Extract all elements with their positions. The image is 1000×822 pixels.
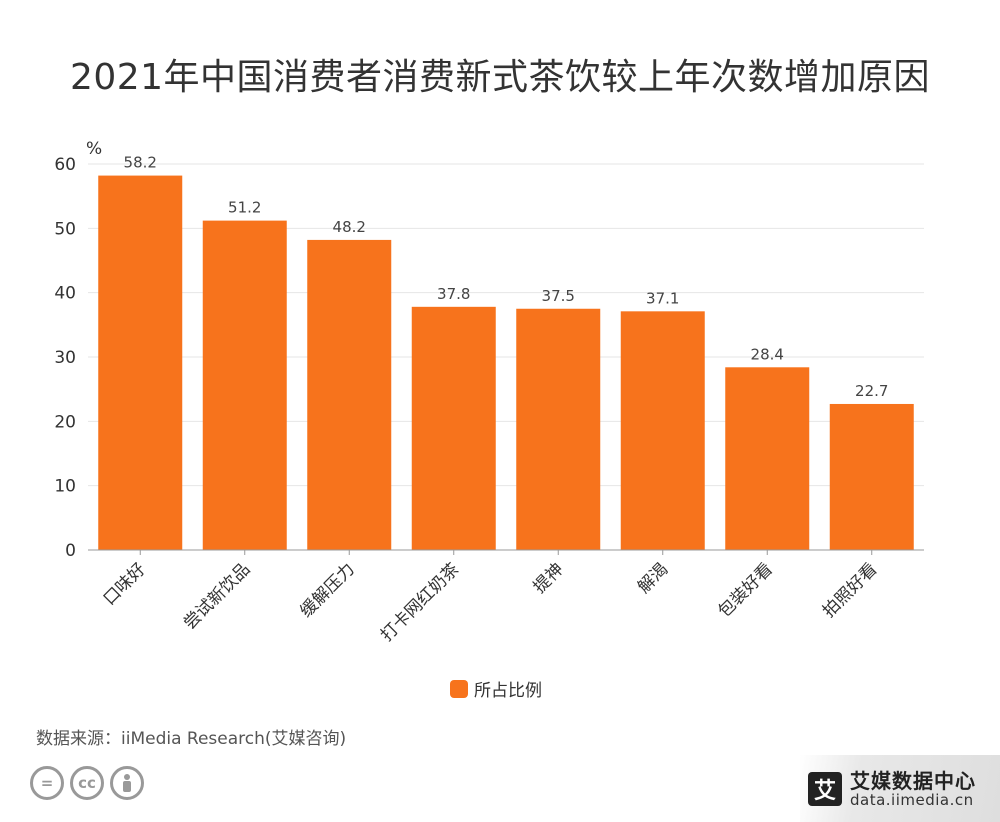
x-tick-label: 解渴 — [634, 559, 672, 597]
data-label: 37.8 — [437, 285, 470, 303]
x-tick-label: 口味好 — [100, 559, 150, 609]
brand-logo-block: 艾 艾媒数据中心 data.iimedia.cn — [808, 770, 976, 809]
equals-icon: = — [30, 766, 64, 800]
data-label: 48.2 — [333, 218, 366, 236]
bar[interactable] — [829, 403, 914, 550]
x-tick-label: 打卡网红奶茶 — [377, 559, 463, 645]
legend-label: 所占比例 — [474, 681, 542, 701]
data-label: 58.2 — [124, 154, 157, 172]
data-source: 数据来源：iiMedia Research(艾媒咨询) — [36, 729, 347, 749]
bar[interactable] — [307, 239, 392, 550]
y-tick-label: 0 — [65, 541, 76, 561]
x-tick-label: 拍照好看 — [819, 559, 881, 621]
x-tick-label: 尝试新饮品 — [180, 559, 254, 633]
y-tick-label: 50 — [54, 219, 76, 239]
x-tick-label: 缓解压力 — [297, 559, 359, 621]
iimedia-logo-icon: 艾 — [808, 772, 842, 807]
data-label: 37.1 — [646, 289, 679, 307]
bar[interactable] — [202, 220, 287, 550]
y-tick-label: 40 — [54, 284, 76, 304]
data-label: 22.7 — [855, 382, 888, 400]
y-tick-label: 20 — [54, 412, 76, 432]
brand-url: data.iimedia.cn — [850, 791, 974, 809]
legend[interactable]: 所占比例 — [450, 676, 542, 701]
license-icons: = cc — [30, 766, 144, 800]
person-icon — [110, 766, 144, 800]
bar[interactable] — [516, 308, 601, 550]
y-tick-label: 10 — [54, 477, 76, 497]
y-tick-label: 30 — [54, 348, 76, 368]
brand-name: 艾媒数据中心 — [850, 769, 976, 793]
cc-icon: cc — [70, 766, 104, 800]
bar[interactable] — [411, 306, 496, 550]
data-label: 37.5 — [542, 287, 575, 305]
bar[interactable] — [620, 311, 705, 550]
bar-layer — [98, 175, 914, 550]
y-tick-label: 60 — [54, 155, 76, 175]
y-unit-label: % — [86, 139, 102, 159]
chart-title: 2021年中国消费者消费新式茶饮较上年次数增加原因 — [69, 57, 931, 98]
label-layer: 58.2 51.2 48.2 37.8 37.5 37.1 28.4 22.7 — [124, 154, 889, 400]
bar[interactable] — [725, 367, 810, 550]
x-tick-label: 包装好看 — [715, 559, 777, 621]
data-label: 51.2 — [228, 199, 261, 217]
bar[interactable] — [98, 175, 183, 550]
x-tick-label: 提神 — [530, 559, 568, 597]
data-label: 28.4 — [751, 345, 784, 363]
legend-swatch — [450, 679, 468, 698]
